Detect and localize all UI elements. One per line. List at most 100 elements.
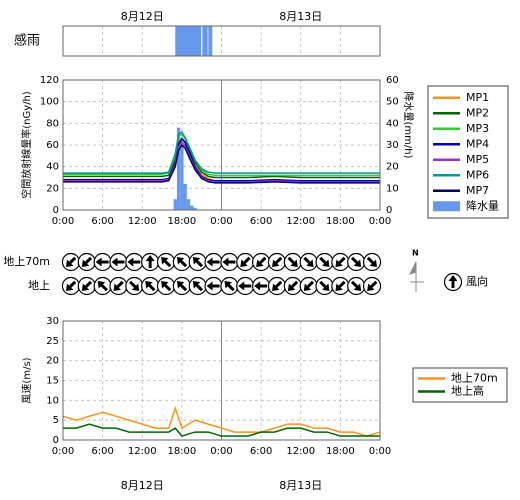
arrow-shape bbox=[350, 280, 362, 291]
wind-arrow bbox=[188, 276, 207, 296]
legend-label: MP2 bbox=[466, 106, 489, 119]
arrow-shape bbox=[350, 256, 362, 267]
row-label: 感雨 bbox=[14, 33, 40, 49]
wind-arrow bbox=[156, 276, 176, 296]
wind-arrow bbox=[331, 252, 350, 272]
y-tick-label: 5 bbox=[53, 415, 59, 426]
arrow-shape bbox=[127, 257, 141, 267]
wind-arrow bbox=[220, 276, 239, 296]
legend-swatch bbox=[433, 201, 460, 212]
x-tick-label: 18:00 bbox=[326, 446, 355, 457]
legend-label: 降水量 bbox=[466, 198, 499, 212]
wind-arrow bbox=[347, 276, 366, 296]
wind-arrow bbox=[204, 252, 223, 272]
arrow-shape bbox=[161, 281, 172, 292]
arrow-shape bbox=[176, 281, 188, 292]
y-axis-label: 空間放射線量率(nGy/h) bbox=[20, 91, 33, 199]
series-line bbox=[63, 137, 380, 182]
rain-bar bbox=[173, 199, 177, 210]
arrow-shape bbox=[335, 256, 346, 267]
arrow-shape bbox=[176, 257, 188, 268]
wind-arrow bbox=[125, 252, 144, 272]
legend-label: MP7 bbox=[466, 184, 489, 197]
arrow-shape bbox=[95, 257, 109, 267]
legend-label: MP1 bbox=[466, 91, 489, 104]
x-tick-label: 6:00 bbox=[91, 446, 113, 457]
y-tick-label: 20 bbox=[46, 356, 59, 367]
arrow-shape bbox=[111, 257, 125, 267]
arrow-shape bbox=[272, 256, 283, 267]
x-tick-label: 12:00 bbox=[128, 216, 157, 227]
wind-arrow bbox=[172, 252, 191, 272]
x-tick-label: 0:00 bbox=[369, 216, 391, 227]
rain-interval bbox=[202, 26, 208, 56]
y2-tick-label: 40 bbox=[386, 118, 399, 129]
y-tick-label: 60 bbox=[46, 140, 59, 151]
y-tick-label: 120 bbox=[40, 75, 59, 86]
y-tick-label: 15 bbox=[46, 376, 59, 387]
arrow-shape bbox=[145, 281, 156, 292]
date-label: 8月13日 bbox=[279, 479, 322, 492]
wind-arrow bbox=[267, 276, 287, 296]
date-label: 8月13日 bbox=[279, 10, 322, 23]
arrow-shape bbox=[448, 275, 458, 288]
wind-arrow bbox=[362, 276, 382, 296]
wind-arrow bbox=[77, 252, 96, 272]
wind-arrow bbox=[283, 252, 302, 272]
arrow-shape bbox=[367, 280, 378, 291]
arrow-shape bbox=[113, 280, 124, 291]
series-line bbox=[62, 405, 381, 437]
wind-arrow bbox=[283, 276, 302, 296]
legend-label: MP5 bbox=[466, 153, 489, 166]
series-line bbox=[63, 130, 380, 174]
arrow-shape bbox=[287, 280, 299, 291]
arrow-shape bbox=[81, 280, 93, 291]
y-tick-label: 80 bbox=[46, 118, 59, 129]
wind-arrow bbox=[252, 252, 271, 272]
x-tick-label: 0:00 bbox=[369, 446, 391, 457]
x-tick-label: 6:00 bbox=[250, 446, 272, 457]
wind-arrow bbox=[362, 252, 382, 272]
wind-arrow bbox=[204, 276, 223, 296]
wind-arrow bbox=[299, 252, 318, 272]
row-label: 地上70m bbox=[3, 255, 50, 268]
x-tick-label: 0:00 bbox=[52, 446, 74, 457]
arrow-shape bbox=[222, 257, 236, 267]
arrow-shape bbox=[65, 256, 77, 267]
y2-tick-label: 60 bbox=[386, 75, 399, 86]
legend-box bbox=[427, 85, 509, 219]
rain-bar bbox=[180, 145, 184, 210]
arrow-shape bbox=[192, 257, 204, 268]
legend-label: MP6 bbox=[466, 168, 489, 181]
legend-label: 風向 bbox=[466, 274, 488, 288]
legend-label: MP3 bbox=[466, 122, 489, 135]
arrow-shape bbox=[161, 257, 172, 268]
rain-bar bbox=[190, 205, 194, 210]
x-tick-label: 0:00 bbox=[210, 216, 232, 227]
x-tick-label: 6:00 bbox=[91, 216, 113, 227]
x-tick-label: 6:00 bbox=[250, 216, 272, 227]
arrow-shape bbox=[303, 256, 314, 267]
y-tick-label: 0 bbox=[53, 435, 59, 446]
wind-arrow bbox=[93, 276, 112, 296]
date-label: 8月12日 bbox=[121, 479, 164, 492]
arrow-shape bbox=[206, 257, 220, 267]
wind-arrow bbox=[141, 276, 160, 296]
series-line bbox=[63, 143, 380, 184]
arrow-shape bbox=[240, 256, 251, 267]
x-tick-label: 18:00 bbox=[167, 216, 196, 227]
y-tick-label: 10 bbox=[46, 395, 59, 406]
arrow-shape bbox=[303, 280, 314, 291]
frame bbox=[62, 320, 381, 441]
rain-interval bbox=[208, 26, 213, 56]
x-tick-label: 0:00 bbox=[52, 216, 74, 227]
wind-arrow bbox=[109, 276, 128, 296]
y2-tick-label: 20 bbox=[386, 162, 399, 173]
rain-bar bbox=[186, 199, 191, 210]
arrow-shape bbox=[335, 280, 346, 291]
y2-tick-label: 50 bbox=[386, 97, 399, 108]
legend-arrow bbox=[443, 272, 463, 292]
row-label: 地上 bbox=[28, 279, 50, 292]
arrow-shape bbox=[145, 255, 155, 268]
